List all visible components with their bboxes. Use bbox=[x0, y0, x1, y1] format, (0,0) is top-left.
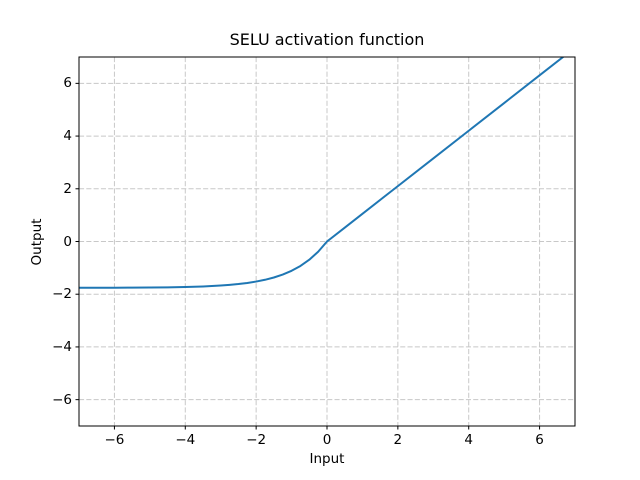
y-tick-label: 6 bbox=[63, 75, 72, 92]
y-tick-label: −6 bbox=[52, 391, 72, 408]
x-tick-label: 6 bbox=[535, 432, 544, 448]
series-line-selu bbox=[79, 57, 565, 289]
x-tick-label: 4 bbox=[464, 432, 473, 448]
y-tick-label: −4 bbox=[52, 338, 72, 355]
x-tick-label: −4 bbox=[175, 432, 196, 448]
x-tick-label: 2 bbox=[393, 432, 403, 448]
x-tick-label: −6 bbox=[104, 432, 125, 448]
y-axis-label: Output bbox=[29, 218, 45, 266]
chart-title: SELU activation function bbox=[229, 30, 425, 49]
x-tick-label: 0 bbox=[322, 432, 332, 448]
x-tick-label: −2 bbox=[246, 432, 267, 448]
y-tick-label: −2 bbox=[52, 286, 72, 303]
y-tick-label: 0 bbox=[63, 233, 72, 250]
x-axis-label: Input bbox=[309, 451, 345, 467]
y-tick-label: 4 bbox=[63, 128, 72, 145]
y-tick-label: 2 bbox=[63, 180, 72, 197]
